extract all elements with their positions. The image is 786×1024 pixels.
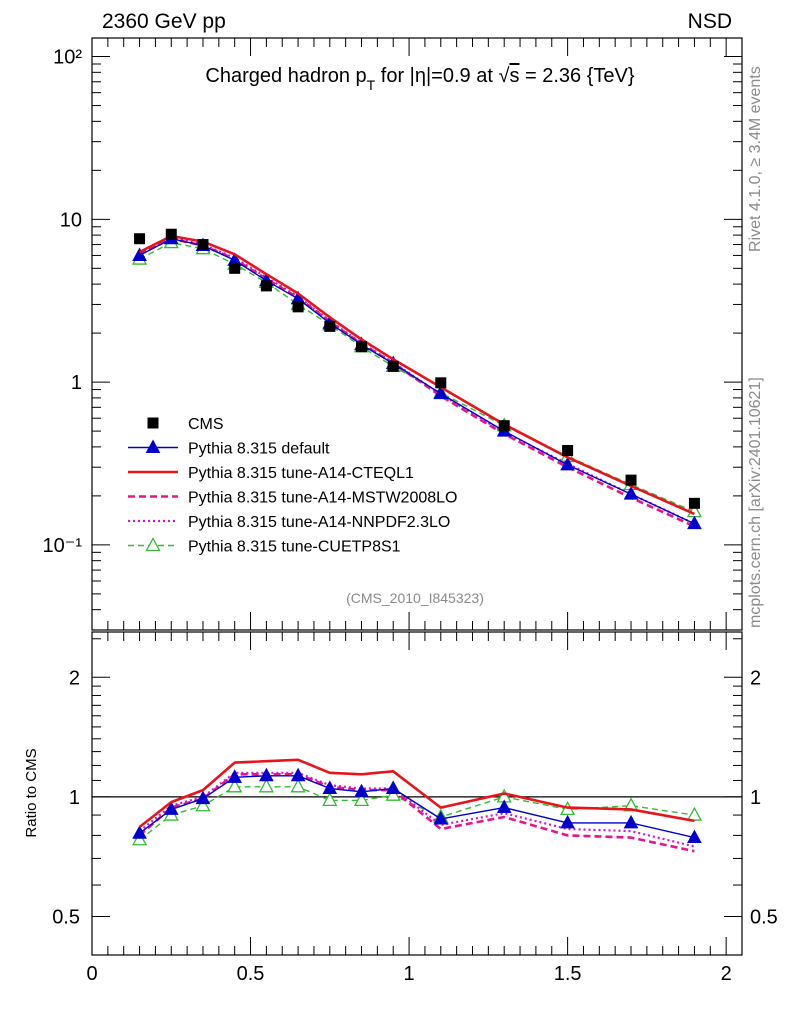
- ratio-y-tick-label-right: 2: [750, 667, 761, 689]
- main-point-cms: [498, 420, 510, 432]
- ratio-point-cuetp8s1: [290, 778, 306, 793]
- process-label: NSD: [688, 10, 732, 33]
- main-point-cms: [134, 233, 146, 245]
- main-point-default: [560, 456, 575, 471]
- ratio-point-default: [195, 790, 211, 805]
- ratio-point-cuetp8s1: [227, 778, 243, 793]
- main-y-tick-label: 10²: [53, 47, 82, 69]
- x-tick-label: 1.5: [554, 963, 582, 985]
- title-text-eta: for |η|=0.9 at: [375, 65, 498, 87]
- ratio-point-cuetp8s1: [195, 797, 211, 812]
- legend-label-default: Pythia 8.315 default: [188, 441, 330, 458]
- ratio-point-default: [322, 780, 338, 794]
- main-point-cms: [356, 341, 368, 353]
- ratio-point-default: [687, 829, 702, 844]
- main-line-mstw: [139, 237, 695, 528]
- main-point-default: [433, 385, 449, 400]
- legend-marker-cms: [147, 417, 159, 429]
- legend-label-cteql1: Pythia 8.315 tune-A14-CTEQL1: [188, 465, 414, 482]
- legend-label-mstw: Pythia 8.315 tune-A14-MSTW2008LO: [188, 490, 457, 507]
- ratio-point-default: [560, 814, 575, 829]
- ratio-line-default: [139, 775, 695, 839]
- ratio-point-default: [385, 780, 401, 794]
- legend-label-cms: CMS: [188, 416, 224, 433]
- ratio-series-group: [131, 758, 703, 853]
- ratio-line-cteql1: [138, 758, 695, 829]
- ratio-point-default: [496, 799, 512, 814]
- title-sqrt-arg: s: [509, 65, 519, 87]
- x-tick-label: 0: [86, 963, 97, 985]
- main-point-default: [132, 247, 147, 261]
- legend: CMS Pythia 8.315 default Pythia 8.315 tune…: [128, 416, 457, 556]
- main-axis-ticks: [91, 38, 742, 631]
- legend-label-nnpdf: Pythia 8.315 tune-A14-NNPDF2.3LO: [188, 514, 450, 531]
- ratio-point-cuetp8s1: [686, 806, 703, 821]
- ratio-y-axis-label: Ratio to CMS: [23, 748, 40, 837]
- title-sqrt-sign: √: [498, 65, 509, 87]
- ratio-point-default: [132, 825, 147, 839]
- main-y-tick-labels: 10² 10 1 10⁻¹: [43, 47, 83, 557]
- main-point-cms: [324, 320, 336, 332]
- chart-title: Charged hadron pT for |η|=0.9 at √s = 2.…: [205, 65, 634, 93]
- ratio-point-cuetp8s1: [131, 831, 148, 846]
- ratio-line-cuetp8s1: [139, 786, 695, 841]
- main-point-cms: [387, 360, 399, 372]
- ratio-point-cuetp8s1: [322, 792, 338, 807]
- rivet-version-label: Rivet 4.1.0, ≥ 3.4M events: [747, 66, 764, 252]
- x-tick-label: 1: [404, 963, 415, 985]
- ratio-point-cuetp8s1: [258, 778, 274, 793]
- legend-label-cuetp8s1: Pythia 8.315 tune-CUETP8S1: [188, 539, 401, 556]
- ratio-point-default: [623, 814, 639, 829]
- main-point-cms: [688, 497, 700, 509]
- main-point-cms: [435, 377, 447, 389]
- main-y-tick-label: 10: [60, 209, 82, 231]
- ratio-line-nnpdf: [138, 771, 695, 848]
- x-tick-label: 2: [721, 963, 732, 985]
- main-point-cms: [625, 474, 637, 486]
- x-tick-labels: 0 0.5 1 1.5 2: [86, 963, 731, 985]
- analysis-label: (CMS_2010_I845323): [346, 590, 484, 606]
- ratio-y-tick-label: 2: [69, 667, 80, 689]
- ratio-y-tick-labels: 210.5: [52, 667, 80, 928]
- ratio-axis-ticks: [91, 632, 742, 956]
- main-point-cms: [292, 301, 304, 313]
- main-panel-frame: [91, 37, 743, 631]
- ratio-y-tick-label: 1: [69, 787, 80, 809]
- ratio-point-default: [354, 783, 369, 798]
- title-text-post: = 2.36 {TeV}: [519, 65, 634, 87]
- title-subscript: T: [367, 77, 376, 93]
- ratio-y-tick-labels-right: 210.5: [750, 667, 778, 928]
- ratio-point-cuetp8s1: [623, 797, 639, 812]
- main-point-cms: [165, 228, 177, 240]
- ratio-y-tick-label-right: 0.5: [750, 906, 778, 928]
- energy-label: 2360 GeV pp: [102, 10, 226, 33]
- ratio-point-default: [433, 810, 449, 825]
- ratio-point-default: [227, 769, 243, 783]
- legend-marker-cuetp8s1: [145, 537, 161, 552]
- mcplots-label: mcplots.cern.ch [arXiv:2401.10621]: [747, 377, 764, 628]
- main-point-cms: [562, 445, 574, 457]
- ratio-panel-frame: [91, 631, 743, 956]
- main-point-cms: [229, 262, 241, 274]
- ratio-point-default: [290, 767, 306, 782]
- ratio-y-tick-label: 0.5: [52, 906, 80, 928]
- main-point-cms: [197, 239, 209, 251]
- main-series-group: [131, 228, 703, 530]
- ratio-point-default: [259, 767, 274, 782]
- ratio-point-cuetp8s1: [353, 792, 370, 807]
- main-point-default: [623, 486, 639, 500]
- ratio-y-tick-label-right: 1: [750, 787, 761, 809]
- legend-marker-default: [145, 439, 161, 453]
- x-tick-label: 0.5: [237, 963, 265, 985]
- title-text-pre: Charged hadron p: [205, 65, 366, 87]
- main-point-cms: [260, 280, 272, 292]
- main-point-default: [687, 515, 702, 530]
- main-y-tick-label: 10⁻¹: [43, 535, 83, 557]
- ratio-point-default: [163, 801, 179, 815]
- main-y-tick-label: 1: [71, 372, 82, 394]
